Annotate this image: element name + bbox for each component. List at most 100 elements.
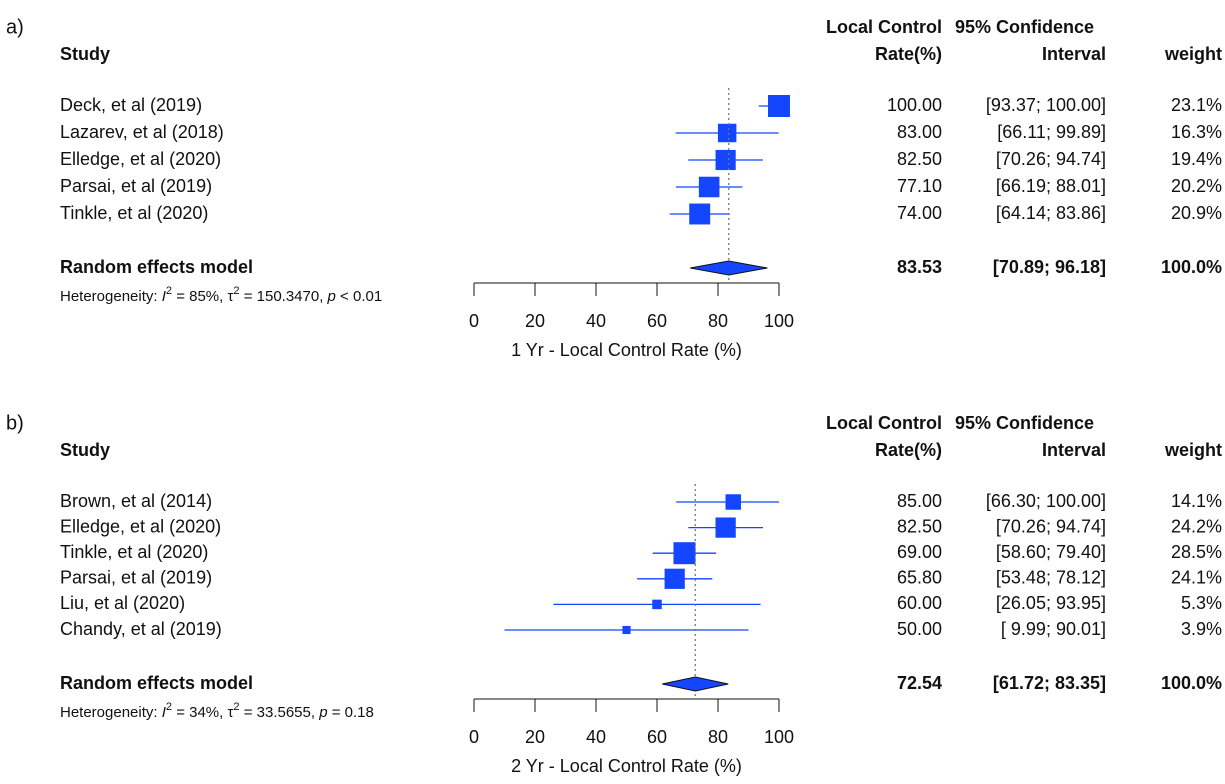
ci-value: [ 9.99; 90.01] <box>1001 619 1106 639</box>
heterogeneity-part: τ <box>227 704 233 721</box>
heterogeneity-part: < 0.01 <box>336 288 382 305</box>
header-study: Study <box>60 440 110 460</box>
rate-value: 65.80 <box>897 568 942 588</box>
x-tick-label: 20 <box>525 311 545 331</box>
study-name: Brown, et al (2014) <box>60 491 212 511</box>
ci-value: [66.11; 99.89] <box>997 122 1106 142</box>
heterogeneity-part: τ <box>227 288 233 305</box>
study-box <box>715 517 736 538</box>
study-name: Liu, et al (2020) <box>60 593 185 613</box>
study-name: Parsai, et al (2019) <box>60 176 212 196</box>
weight-value: 20.2% <box>1171 176 1222 196</box>
ci-value: [66.30; 100.00] <box>986 491 1106 511</box>
rate-value: 100.00 <box>887 95 942 115</box>
ci-value: [26.05; 93.95] <box>996 593 1106 613</box>
summary-weight: 100.0% <box>1161 673 1222 693</box>
x-axis-label: 1 Yr - Local Control Rate (%) <box>511 340 742 360</box>
weight-value: 3.9% <box>1181 619 1222 639</box>
heterogeneity-part: p <box>318 704 327 721</box>
heterogeneity-part: = 150.3470, <box>240 288 328 305</box>
weight-value: 24.2% <box>1171 516 1222 536</box>
summary-name: Random effects model <box>60 257 253 277</box>
summary-diamond <box>690 260 768 276</box>
heterogeneity-part: 2 <box>233 285 239 297</box>
x-tick-label: 100 <box>764 727 794 747</box>
ci-value: [70.26; 94.74] <box>996 149 1106 169</box>
heterogeneity-part: p <box>327 288 336 305</box>
x-tick-label: 80 <box>708 311 728 331</box>
rate-value: 77.10 <box>897 176 942 196</box>
ci-value: [70.26; 94.74] <box>996 516 1106 536</box>
header-weight: weight <box>1164 440 1222 460</box>
study-name: Tinkle, et al (2020) <box>60 542 208 562</box>
weight-value: 24.1% <box>1171 568 1222 588</box>
weight-value: 20.9% <box>1171 203 1222 223</box>
heterogeneity-part: I <box>162 288 166 305</box>
heterogeneity-part: = 0.18 <box>328 704 374 721</box>
heterogeneity-part: Heterogeneity: <box>60 704 162 721</box>
summary-diamond <box>662 676 729 692</box>
study-box <box>768 95 790 117</box>
heterogeneity-part: 2 <box>166 285 172 297</box>
ci-value: [53.48; 78.12] <box>996 568 1106 588</box>
x-tick-label: 60 <box>647 727 667 747</box>
x-tick-label: 40 <box>586 727 606 747</box>
study-name: Parsai, et al (2019) <box>60 568 212 588</box>
header-ci: 95% Confidence <box>955 17 1094 37</box>
study-box <box>673 542 696 565</box>
x-tick-label: 0 <box>469 727 479 747</box>
ci-value: [66.19; 88.01] <box>996 176 1106 196</box>
study-name: Elledge, et al (2020) <box>60 516 221 536</box>
heterogeneity-part: Heterogeneity: <box>60 288 162 305</box>
ci-value: [64.14; 83.86] <box>996 203 1106 223</box>
header-rate: Rate(%) <box>875 440 942 460</box>
ci-value: [93.37; 100.00] <box>986 95 1106 115</box>
heterogeneity-part: I <box>162 704 166 721</box>
study-box <box>652 599 662 610</box>
summary-weight: 100.0% <box>1161 257 1222 277</box>
weight-value: 28.5% <box>1171 542 1222 562</box>
summary-rate: 72.54 <box>897 673 942 693</box>
study-name: Lazarev, et al (2018) <box>60 122 224 142</box>
summary-name: Random effects model <box>60 673 253 693</box>
weight-value: 23.1% <box>1171 95 1222 115</box>
x-tick-label: 40 <box>586 311 606 331</box>
summary-ci: [70.89; 96.18] <box>993 257 1106 277</box>
rate-value: 83.00 <box>897 122 942 142</box>
rate-value: 74.00 <box>897 203 942 223</box>
panel-label: a) <box>6 16 24 38</box>
heterogeneity-part: 2 <box>233 701 239 713</box>
rate-value: 60.00 <box>897 593 942 613</box>
x-tick-label: 60 <box>647 311 667 331</box>
header-weight: weight <box>1164 44 1222 64</box>
study-box <box>717 123 737 143</box>
study-name: Elledge, et al (2020) <box>60 149 221 169</box>
study-box <box>689 203 711 225</box>
study-box <box>725 494 741 510</box>
study-name: Chandy, et al (2019) <box>60 619 222 639</box>
header-ci: Interval <box>1042 44 1106 64</box>
x-tick-label: 20 <box>525 727 545 747</box>
heterogeneity-part: 2 <box>166 701 172 713</box>
header-ci: Interval <box>1042 440 1106 460</box>
heterogeneity: Heterogeneity: I2 = 85%, τ2 = 150.3470, … <box>60 285 382 305</box>
header-study: Study <box>60 44 110 64</box>
header-rate: Rate(%) <box>875 44 942 64</box>
weight-value: 14.1% <box>1171 491 1222 511</box>
study-name: Deck, et al (2019) <box>60 95 202 115</box>
rate-value: 85.00 <box>897 491 942 511</box>
rate-value: 82.50 <box>897 516 942 536</box>
summary-ci: [61.72; 83.35] <box>993 673 1106 693</box>
panel-label: b) <box>6 412 24 434</box>
summary-rate: 83.53 <box>897 257 942 277</box>
study-name: Tinkle, et al (2020) <box>60 203 208 223</box>
weight-value: 16.3% <box>1171 122 1222 142</box>
x-tick-label: 80 <box>708 727 728 747</box>
header-ci: 95% Confidence <box>955 413 1094 433</box>
heterogeneity-part: = 33.5655, <box>240 704 320 721</box>
heterogeneity: Heterogeneity: I2 = 34%, τ2 = 33.5655, p… <box>60 701 374 721</box>
x-axis-label: 2 Yr - Local Control Rate (%) <box>511 756 742 776</box>
header-rate: Local Control <box>826 413 942 433</box>
study-box <box>715 149 736 171</box>
